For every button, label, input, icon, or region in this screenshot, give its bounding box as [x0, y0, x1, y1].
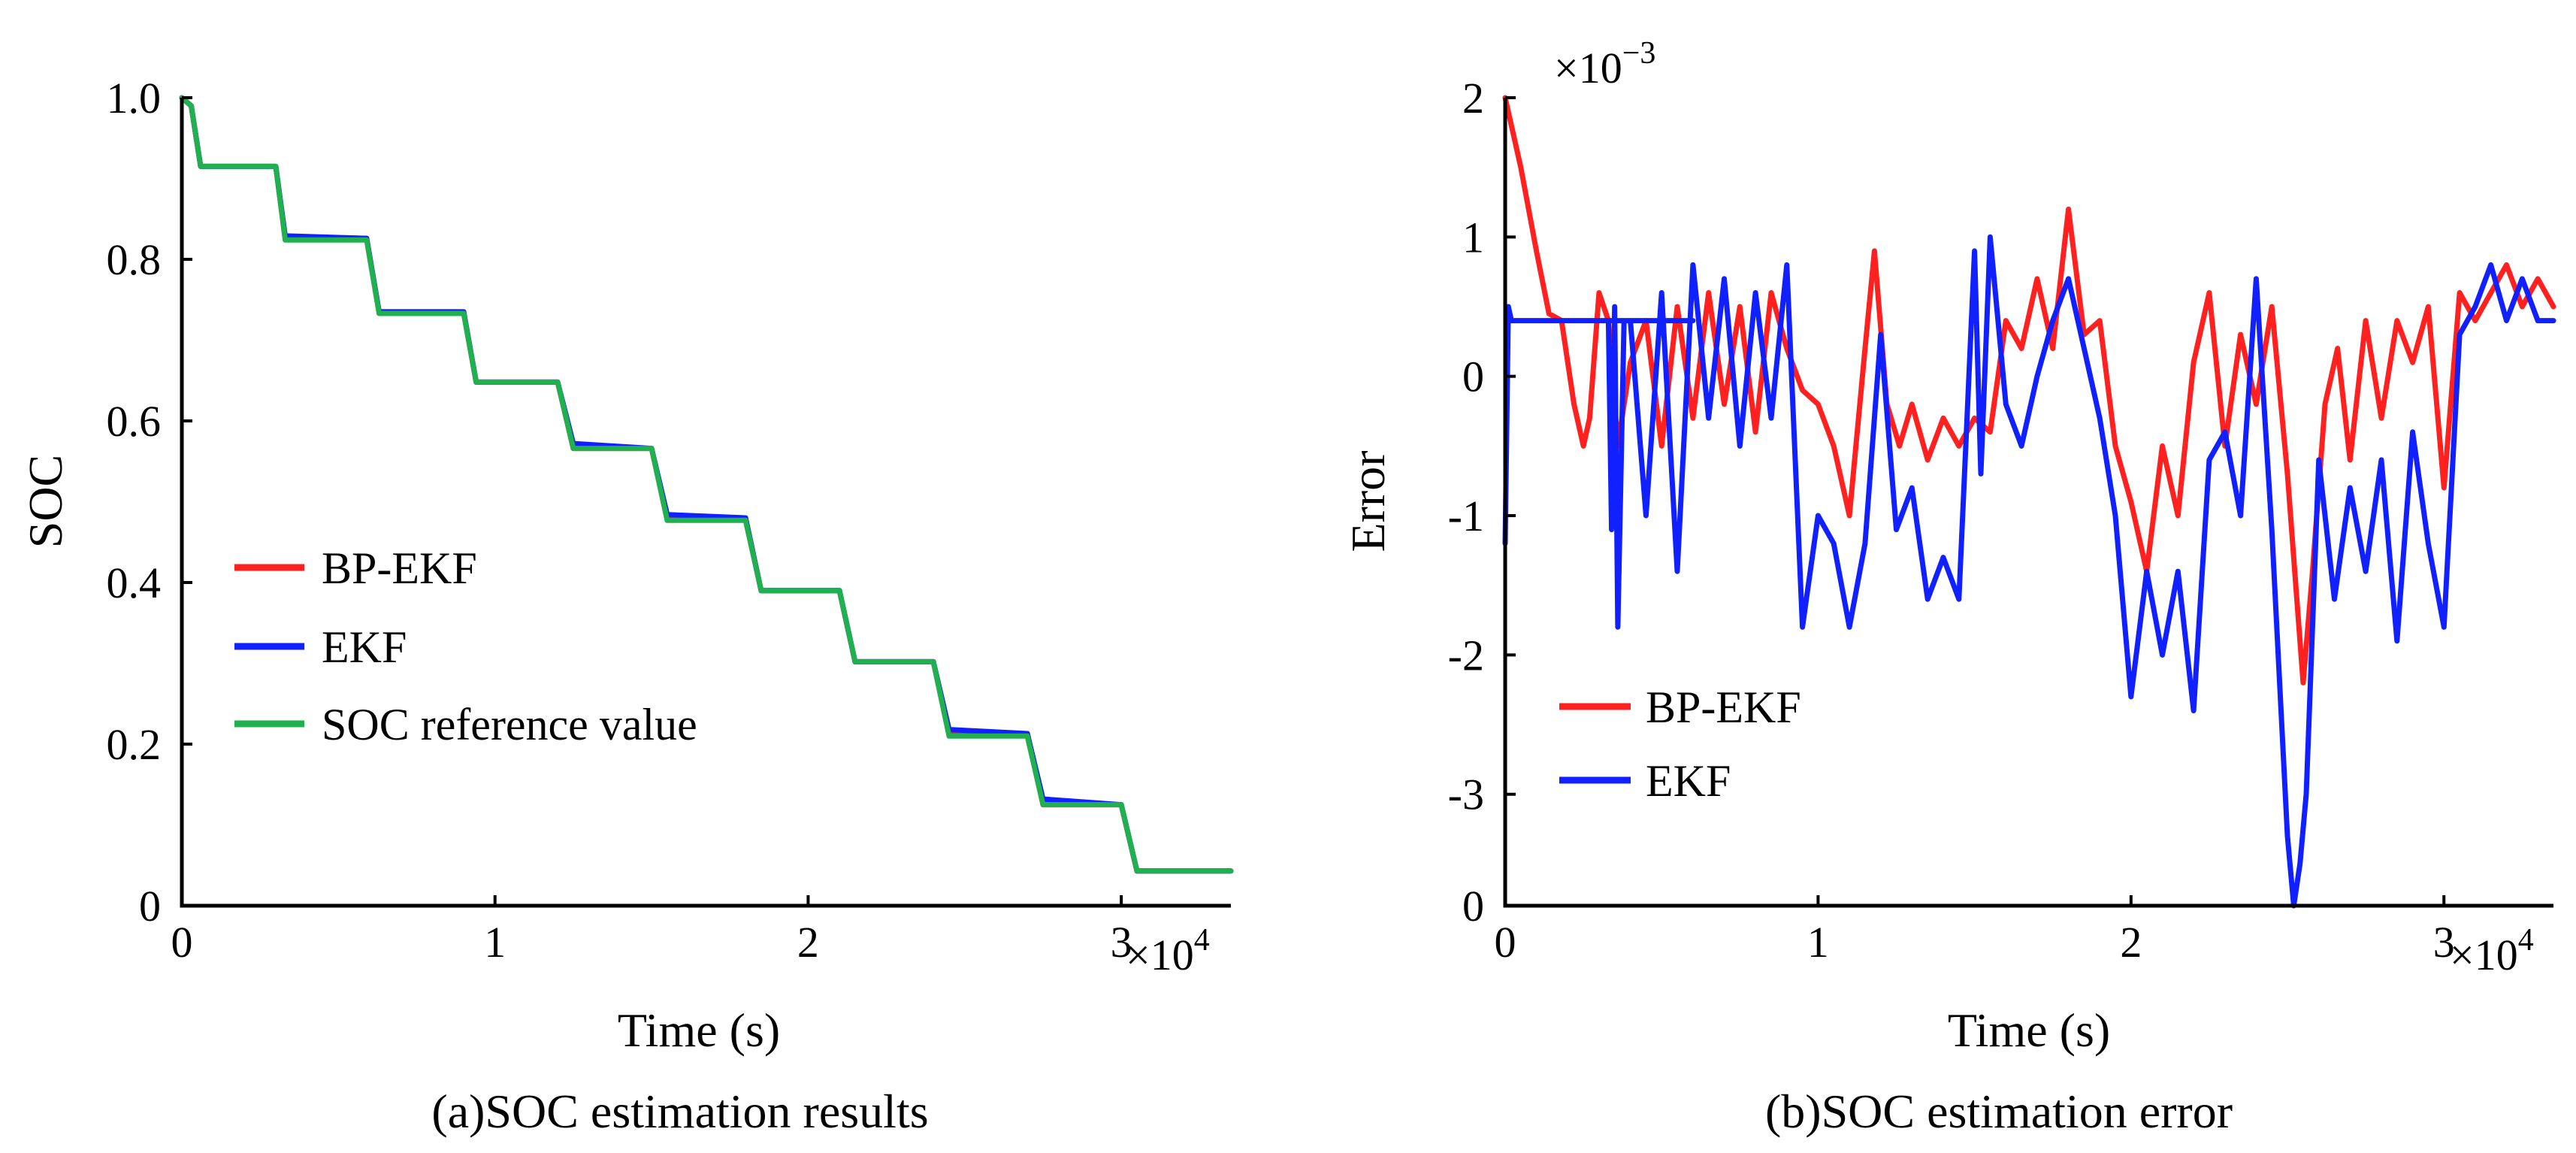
chart-b-y-multiplier: ×10−3	[1554, 36, 1655, 92]
chart-b-ytick-label: -3	[1448, 770, 1484, 819]
chart-a-xtick-label: 1	[484, 918, 506, 967]
chart-b: 0 1 2 3 0 -3 -2 -1 0 1 2 ×10−3 ×104 Time (s) Error…	[1341, 36, 2556, 1138]
chart-a-series-soc-reference-value	[179, 95, 1234, 874]
chart-b-ticks: 0 1 2 3 0 -3 -2 -1 0 1 2	[1448, 74, 2455, 967]
chart-b-ytick-label: 0	[1462, 882, 1484, 931]
chart-a-ytick-label: 0.2	[107, 720, 162, 769]
chart-a-xtick-label: 2	[797, 918, 819, 967]
legend-b-ekf-label: EKF	[1646, 756, 1731, 806]
chart-b-ytick-label: 1	[1462, 213, 1484, 262]
chart-a-xlabel: Time (s)	[618, 1003, 780, 1057]
legend-a-ekf-label: EKF	[322, 622, 407, 672]
legend-a-soc-ref-label: SOC reference value	[322, 700, 697, 749]
chart-a-ylabel: SOC	[19, 455, 72, 549]
chart-b-legend: BP-EKF EKF	[1559, 682, 1801, 806]
chart-b-series-bp-ekf	[1502, 95, 2556, 685]
legend-b-bp-ekf-label: BP-EKF	[1646, 682, 1801, 732]
chart-a-ytick-label: 1.0	[107, 74, 162, 123]
chart-a: 0 1 2 3 0 0.2 0.4 0.6 0.8 1.0 ×104 Time (s) SOC (…	[19, 74, 1234, 1138]
chart-a-axes	[180, 98, 1231, 908]
chart-b-series-ekf	[1502, 234, 2556, 909]
chart-a-legend: BP-EKF EKF SOC reference value	[234, 543, 697, 749]
chart-a-ticks: 0 1 2 3 0 0.2 0.4 0.6 0.8 1.0	[107, 74, 1132, 967]
chart-a-ytick-label: 0.6	[107, 397, 162, 446]
chart-a-ytick-label: 0	[139, 882, 161, 931]
chart-a-series	[179, 95, 1234, 874]
legend-a-bp-ekf-label: BP-EKF	[322, 543, 477, 593]
chart-b-ylabel: Error	[1341, 450, 1395, 552]
chart-b-xtick-label: 1	[1807, 918, 1829, 967]
chart-b-series	[1502, 95, 2556, 909]
chart-a-caption: (a)SOC estimation results	[431, 1085, 928, 1138]
chart-b-xtick-label: 2	[2120, 918, 2142, 967]
chart-b-ytick-label: -1	[1448, 492, 1484, 540]
chart-a-ytick-label: 0.8	[107, 235, 162, 284]
chart-b-ytick-label: 2	[1462, 74, 1484, 123]
chart-a-ytick-label: 0.4	[107, 558, 162, 607]
chart-b-caption: (b)SOC estimation error	[1765, 1085, 2233, 1138]
chart-a-series-ekf	[179, 95, 1234, 874]
chart-b-xtick-label: 3	[2433, 918, 2455, 967]
chart-a-xtick-label: 0	[171, 918, 193, 967]
chart-b-x-multiplier: ×104	[2450, 923, 2534, 979]
chart-b-ytick-label: -2	[1448, 631, 1484, 679]
chart-b-xlabel: Time (s)	[1948, 1003, 2110, 1057]
chart-a-xtick-label: 3	[1111, 918, 1132, 967]
chart-b-ytick-label: 0	[1462, 353, 1484, 401]
chart-a-x-multiplier: ×104	[1126, 923, 1210, 979]
chart-a-series-bp-ekf	[179, 95, 1234, 874]
chart-b-xtick-label: 0	[1495, 918, 1516, 967]
